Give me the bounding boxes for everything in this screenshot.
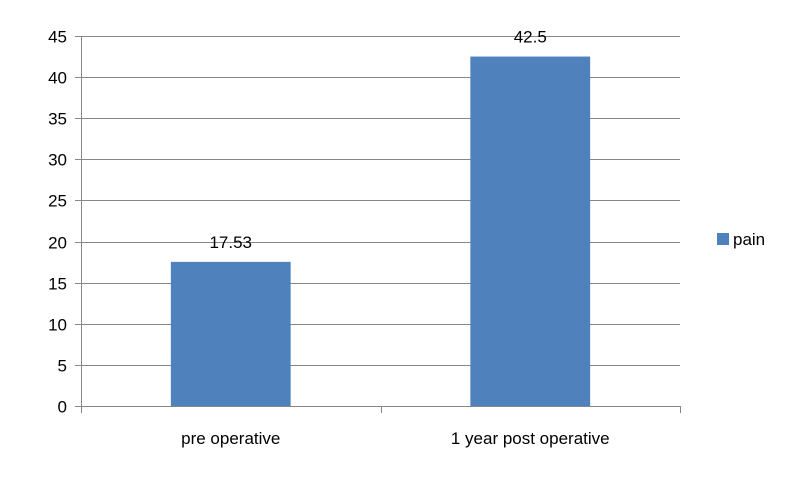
y-tick-label: 40 bbox=[48, 69, 67, 88]
y-tick-label: 30 bbox=[48, 151, 67, 170]
x-category-label: 1 year post operative bbox=[451, 429, 610, 448]
y-tick-label: 20 bbox=[48, 234, 67, 253]
y-axis-ticks: 0 5 10 15 20 25 30 35 40 45 bbox=[48, 28, 81, 417]
bar bbox=[170, 261, 291, 406]
y-tick-label: 45 bbox=[48, 28, 67, 47]
legend-label: pain bbox=[733, 230, 765, 249]
bar bbox=[470, 56, 591, 407]
y-tick-label: 0 bbox=[58, 398, 67, 417]
y-tick-label: 35 bbox=[48, 110, 67, 129]
x-category-label: pre operative bbox=[181, 429, 280, 448]
axes bbox=[81, 36, 681, 413]
y-tick-label: 15 bbox=[48, 275, 67, 294]
y-tick-label: 25 bbox=[48, 192, 67, 211]
data-label: 42.5 bbox=[514, 28, 547, 47]
y-tick-label: 5 bbox=[58, 357, 67, 376]
data-labels: 17.53 42.5 bbox=[209, 28, 546, 252]
x-axis-categories: pre operative 1 year post operative bbox=[181, 429, 610, 448]
bars bbox=[170, 56, 591, 407]
data-label: 17.53 bbox=[209, 233, 252, 252]
legend: pain bbox=[717, 230, 765, 249]
legend-swatch bbox=[717, 233, 729, 245]
y-tick-label: 10 bbox=[48, 316, 67, 335]
